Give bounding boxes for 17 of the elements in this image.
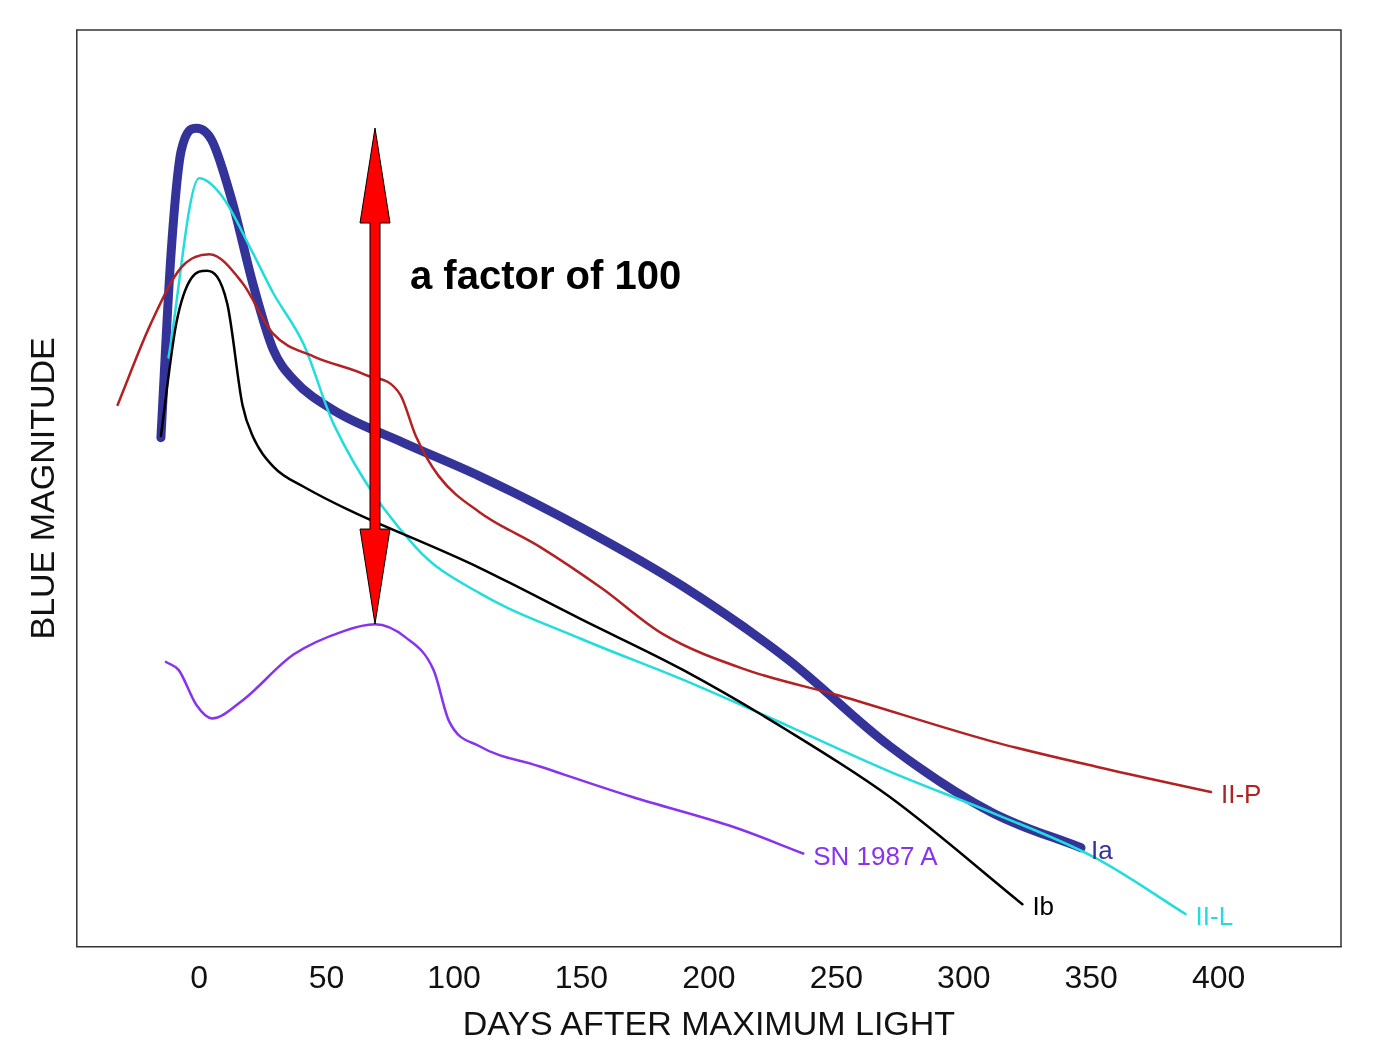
x-tick-label: 300 bbox=[937, 958, 991, 995]
x-tick-label: 400 bbox=[1191, 958, 1246, 995]
x-tick-label: 350 bbox=[1064, 958, 1118, 995]
x-tick-label: 50 bbox=[308, 958, 345, 995]
series-label: II-P bbox=[1221, 779, 1262, 810]
annotation: a factor of 100 bbox=[410, 253, 682, 298]
series-label: Ia bbox=[1091, 834, 1114, 865]
y-axis-title: BLUE MAGNITUDE bbox=[22, 337, 61, 640]
x-tick-label: 150 bbox=[554, 958, 609, 995]
x-tick-label: 250 bbox=[809, 958, 864, 995]
x-tick-label: 200 bbox=[682, 958, 736, 995]
series-label: II-L bbox=[1195, 901, 1234, 932]
series-label: Ib bbox=[1032, 891, 1055, 922]
x-axis-title: DAYS AFTER MAXIMUM LIGHT bbox=[462, 1003, 956, 1042]
x-tick-label: 0 bbox=[190, 958, 209, 995]
x-tick-label: 100 bbox=[427, 958, 481, 995]
series-label: SN 1987 A bbox=[813, 840, 939, 871]
